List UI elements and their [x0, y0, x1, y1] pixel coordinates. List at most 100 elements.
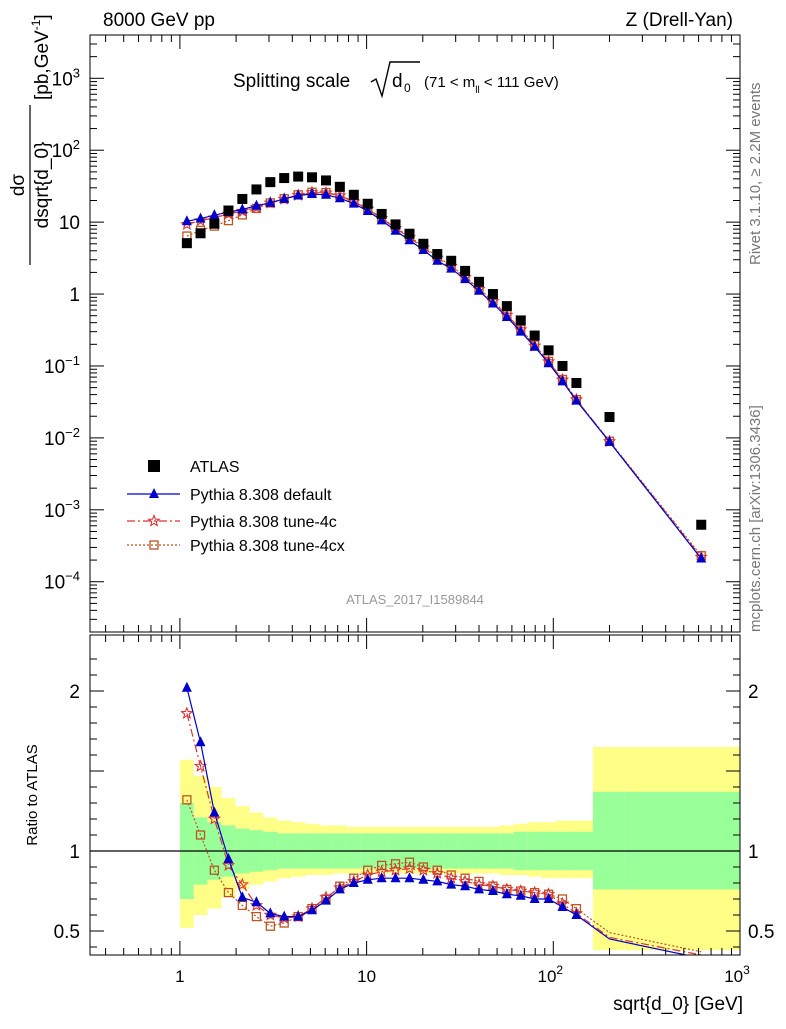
data-point [404, 234, 415, 245]
tick-label: 102 [52, 137, 80, 162]
tick-label: 103 [724, 963, 750, 986]
title-var-sub: 0 [404, 81, 411, 95]
data-point [279, 910, 290, 921]
top-ylabel: dσ dsqrt{d_0} [pb,GeV-1] [8, 14, 53, 265]
data-point [251, 911, 262, 922]
data-point [404, 872, 415, 883]
data-point [237, 891, 248, 902]
tick-label: 10−4 [44, 569, 80, 594]
ratio-ylabel: Ratio to ATLAS [24, 744, 41, 845]
legend-label: Pythia 8.308 default [190, 487, 332, 504]
data-point [529, 340, 540, 351]
mcplots-label: mcplots.cern.ch [arXiv:1306.3436] [747, 405, 764, 632]
data-point [390, 872, 401, 883]
data-point [306, 172, 317, 183]
data-point [557, 360, 568, 371]
data-point [293, 171, 304, 182]
data-point [376, 860, 387, 871]
data-point [265, 921, 275, 931]
tick-label: 2 [69, 682, 80, 703]
xlabel: sqrt{d_0} [GeV] [613, 994, 743, 1015]
data-point [207, 812, 222, 825]
data-point [223, 205, 234, 216]
data-point [418, 243, 429, 254]
data-point [223, 853, 234, 863]
tick-label: 1 [69, 842, 80, 863]
legend: ATLAS Pythia 8.308 default Pythia 8.308 tu… [127, 459, 345, 555]
legend-label: Pythia 8.308 tune-4cx [190, 538, 345, 555]
data-point [529, 893, 540, 903]
data-point [265, 907, 276, 918]
data-point [251, 184, 262, 195]
data-point [181, 238, 192, 249]
data-point [515, 325, 526, 336]
data-point [543, 345, 554, 356]
data-point [149, 488, 159, 498]
data-point [446, 255, 457, 266]
data-point [195, 228, 206, 239]
data-point [293, 189, 304, 200]
data-point [432, 865, 442, 875]
data-point [474, 883, 485, 894]
data-point [221, 858, 236, 872]
data-point [348, 877, 359, 887]
data-point [390, 219, 401, 230]
ylabel-unit-sup: -1 [29, 19, 43, 30]
data-point [320, 175, 331, 186]
tick-label: 1 [69, 285, 80, 306]
data-point [432, 249, 443, 260]
chart-title: Splitting scale d 0 (71 < mll < 111 GeV) [233, 61, 559, 99]
title-main: Splitting scale [233, 71, 350, 92]
data-point [460, 273, 471, 284]
legend-label: Pythia 8.308 tune-4c [190, 514, 337, 531]
ratio-frame [89, 634, 741, 956]
data-point [235, 204, 249, 217]
data-point [557, 375, 568, 386]
data-point [501, 888, 512, 899]
ratio-bands [90, 747, 740, 951]
data-point [487, 289, 498, 300]
data-point [376, 214, 387, 225]
data-point [362, 873, 373, 884]
data-point [306, 188, 317, 199]
data-point [543, 357, 554, 368]
data-point [418, 873, 429, 884]
data-point [251, 896, 262, 907]
data-point [604, 435, 615, 446]
data-point [334, 181, 345, 192]
data-point [376, 872, 387, 883]
data-point [348, 197, 359, 208]
analysis-id: ATLAS_2017_I1589844 [346, 592, 484, 607]
tick-label: 10−1 [44, 353, 80, 378]
data-point [487, 297, 498, 308]
data-point [279, 192, 290, 203]
data-point [390, 224, 401, 235]
data-point [249, 200, 264, 214]
data-point [362, 204, 373, 215]
data-point [209, 865, 220, 875]
data-point [237, 193, 248, 204]
data-point [571, 909, 582, 919]
data-point [529, 330, 540, 341]
data-point [604, 412, 615, 423]
data-point [235, 877, 249, 891]
data-point [487, 885, 498, 895]
data-point [334, 883, 345, 894]
tick-label: 0.5 [54, 922, 80, 943]
data-point [195, 736, 206, 747]
data-point [390, 859, 401, 869]
data-point [249, 898, 264, 912]
data-point [543, 893, 554, 903]
tick-label: 103 [52, 65, 80, 90]
ylabel-unit: [pb,GeV-1] [29, 14, 53, 100]
top-frame [89, 34, 741, 633]
data-point [265, 177, 276, 188]
data-point [515, 315, 526, 326]
data-point [515, 889, 526, 900]
data-point [195, 212, 206, 223]
title-cut: (71 < mll < 111 GeV) [424, 74, 559, 96]
data-point [148, 460, 160, 472]
data-point [474, 276, 485, 287]
data-point [418, 862, 429, 872]
